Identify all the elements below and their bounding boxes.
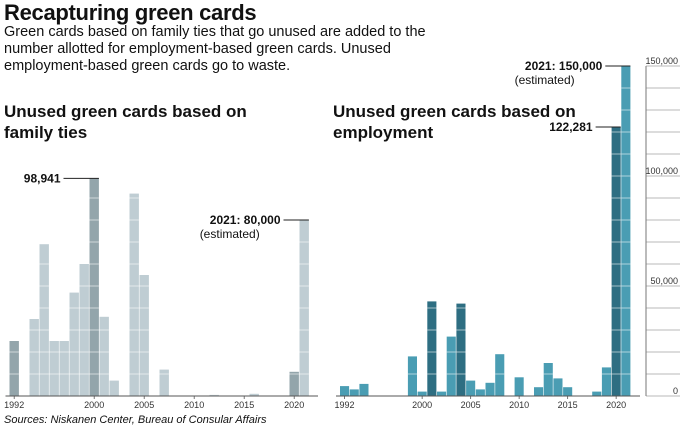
- source-note: Sources: Niskanen Center, Bureau of Cons…: [4, 414, 267, 426]
- employment-annotation-sublabel: (estimated): [515, 73, 575, 87]
- family-bar-1994: [29, 319, 39, 396]
- family-x-tick-label: 1992: [4, 400, 24, 410]
- family-bar-2005: [139, 275, 149, 396]
- family-bar-1996: [49, 341, 59, 396]
- employment-bar-2008: [495, 354, 505, 396]
- employment-annotation-label: 2021: 150,000: [525, 59, 603, 73]
- family-bar-1992: [9, 341, 19, 396]
- family-x-tick-label: 2015: [234, 400, 254, 410]
- employment-y-tick-label: 150,000: [645, 56, 678, 66]
- employment-bar-1992: [340, 386, 350, 396]
- employment-bar-2021: [621, 66, 631, 396]
- family-bar-2004: [129, 193, 139, 396]
- employment-bar-2014: [553, 378, 563, 396]
- employment-x-tick-label: 1992: [335, 400, 355, 410]
- employment-chart: 1992 2000 2005 2010 2015 2020 122,281 2021: 150…: [335, 56, 680, 410]
- family-bar-2002: [109, 380, 119, 396]
- family-chart: 1992 2000 2005 2010 2015 2020 98,941 2021: 80,0…: [4, 171, 318, 410]
- family-x-tick-label: 2000: [84, 400, 104, 410]
- employment-bar-1994: [359, 383, 369, 396]
- family-bar-1997: [59, 341, 69, 396]
- family-x-tick-label: 2005: [134, 400, 154, 410]
- employment-bar-2005: [466, 380, 476, 396]
- family-chart-title: Unused green cards based on family ties: [4, 102, 247, 142]
- family-bar-2012: [209, 394, 219, 396]
- employment-bar-2003: [446, 336, 456, 396]
- family-bar-1998: [69, 292, 79, 396]
- family-annotation-label: 2021: 80,000: [210, 213, 281, 227]
- employment-bar-2013: [543, 363, 553, 396]
- employment-bar-2010: [514, 377, 524, 396]
- employment-bar-2002: [437, 391, 447, 396]
- employment-bar-1993: [349, 389, 359, 396]
- employment-y-tick-label: 100,000: [645, 166, 678, 176]
- employment-y-tick-label: 0: [673, 386, 678, 396]
- family-x-tick-label: 2010: [184, 400, 204, 410]
- family-bar-2000: [89, 178, 99, 396]
- family-x-tick-label: 2020: [284, 400, 304, 410]
- employment-bar-2007: [485, 382, 495, 396]
- employment-x-tick-label: 2010: [509, 400, 529, 410]
- employment-bar-1999: [407, 356, 417, 396]
- employment-annotation-label: 122,281: [549, 120, 593, 134]
- employment-chart-title: Unused green cards based on employment: [333, 102, 576, 142]
- employment-bar-2001: [427, 301, 437, 396]
- family-bar-1995: [39, 244, 49, 396]
- page-title: Recapturing green cards: [4, 0, 257, 25]
- family-bar-2020: [289, 371, 299, 396]
- employment-bar-2015: [563, 387, 573, 396]
- family-bar-2016: [249, 393, 259, 396]
- family-bar-2001: [99, 316, 109, 396]
- employment-x-tick-label: 2000: [412, 400, 432, 410]
- employment-bar-2018: [592, 391, 602, 396]
- employment-bar-2006: [475, 389, 485, 396]
- family-annotation-label: 98,941: [24, 171, 61, 185]
- employment-bar-2012: [534, 387, 544, 396]
- family-annotation-sublabel: (estimated): [200, 227, 260, 241]
- employment-bar-2004: [456, 303, 466, 396]
- employment-bar-2019: [601, 367, 611, 396]
- page-subtitle: Green cards based on family ties that go…: [4, 24, 426, 74]
- family-bar-2007: [159, 369, 169, 396]
- employment-x-tick-label: 2005: [461, 400, 481, 410]
- employment-x-tick-label: 2015: [558, 400, 578, 410]
- employment-bar-2000: [417, 391, 427, 396]
- employment-bar-2020: [611, 126, 621, 396]
- employment-x-tick-label: 2020: [606, 400, 626, 410]
- employment-y-tick-label: 50,000: [650, 276, 678, 286]
